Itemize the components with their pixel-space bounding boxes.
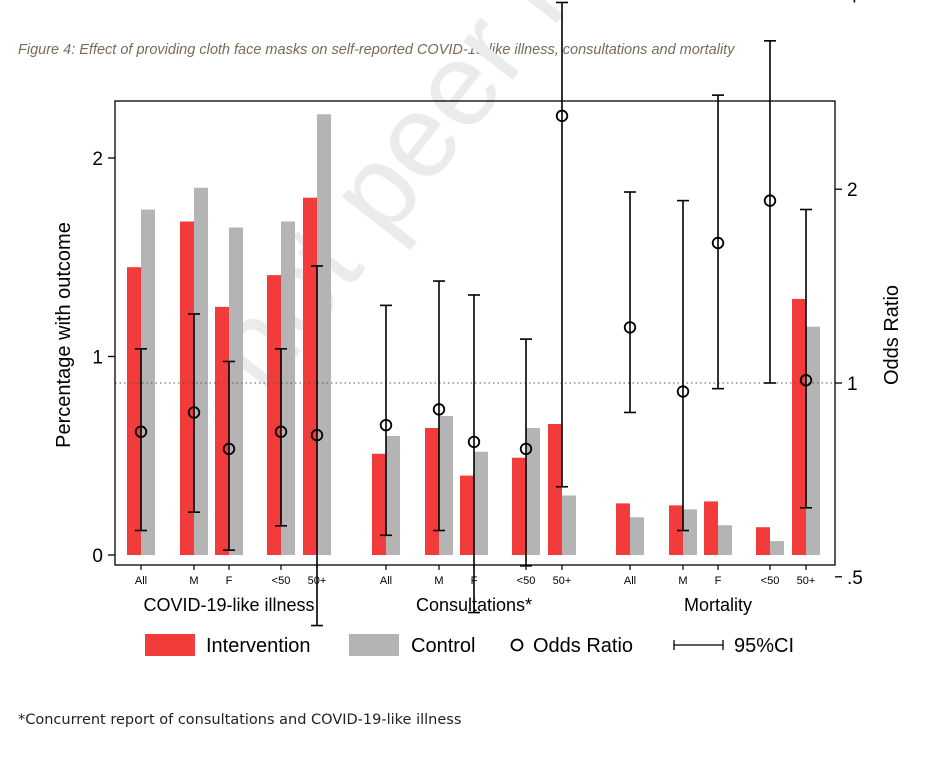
legend-label-ci: 95%CI [734, 635, 794, 657]
x-axis: All M F <50 50+ COVID-19-like illness All M F <50… [135, 565, 815, 615]
legend-label-control: Control [411, 635, 475, 657]
bar-intervention-0 [127, 267, 141, 555]
legend-swatch-intervention [145, 634, 195, 656]
bar-intervention-7 [460, 475, 474, 555]
x-tick-label-3: <50 [272, 575, 291, 587]
legend-swatch-control [349, 634, 399, 656]
legend: Intervention Control Odds Ratio 95%CI [145, 634, 794, 657]
x-tick-label-4: 50+ [308, 575, 327, 587]
x-tick-label-13: <50 [761, 575, 780, 587]
odds-ratio-point-9 [555, 109, 569, 123]
legend-marker-odds-ratio [510, 638, 524, 652]
bar-control-5 [386, 435, 400, 555]
x-tick-label-5: All [380, 575, 392, 587]
bar-control-12 [718, 525, 732, 555]
odds-ratio-point-0 [134, 425, 148, 438]
bar-control-7 [474, 451, 488, 555]
chart: 0 1 2 .5 1 2 4 All M F <50 50+ COVID-19-like illne… [53, 0, 903, 657]
y2-tick-label-2: 2 [847, 180, 858, 201]
group-label-2: Mortality [684, 595, 752, 615]
legend-label-odds-ratio: Odds Ratio [533, 635, 633, 657]
odds-ratio-point-10 [623, 321, 637, 334]
odds-ratio-point-14 [799, 374, 813, 387]
bar-control-8 [526, 427, 540, 555]
x-tick-label-8: <50 [517, 575, 536, 587]
bar-intervention-3 [267, 275, 281, 555]
odds-ratio-point-1 [187, 406, 201, 419]
y2-tick-label-3: 4 [847, 0, 858, 7]
bar-control-13 [770, 541, 784, 555]
y2-tick-label-1: 1 [847, 374, 858, 395]
y2-tick-label-0: .5 [847, 568, 863, 589]
bar-control-0 [141, 209, 155, 556]
x-tick-label-7: F [471, 575, 478, 587]
x-tick-label-6: M [434, 575, 443, 587]
bar-control-2 [229, 227, 243, 555]
bar-intervention-12 [704, 501, 718, 555]
odds-ratio-point-13 [763, 194, 777, 207]
right-y-axis: .5 1 2 4 [835, 0, 863, 589]
odds-ratio-point-8 [519, 442, 533, 456]
x-tick-label-11: M [678, 575, 687, 587]
figure-caption: Figure 4: Effect of providing cloth face… [18, 42, 735, 58]
bar-intervention-9 [548, 423, 562, 555]
odds-ratio-point-3 [274, 425, 288, 438]
legend-label-intervention: Intervention [206, 635, 311, 657]
bar-intervention-14 [792, 298, 806, 555]
group-label-1: Consultations* [416, 595, 532, 615]
y-tick-label-1: 1 [92, 348, 103, 369]
bar-intervention-11 [669, 505, 683, 555]
bar-intervention-2 [215, 306, 229, 555]
y-tick-label-0: 0 [92, 546, 103, 567]
x-tick-label-2: F [226, 575, 233, 587]
bar-control-6 [439, 416, 453, 555]
odds-ratio-layer [134, 1, 813, 627]
footnote: *Concurrent report of consultations and … [18, 712, 462, 728]
x-tick-label-0: All [135, 575, 147, 587]
bar-intervention-10 [616, 503, 630, 555]
odds-ratio-point-6 [432, 403, 446, 416]
y-tick-label-2: 2 [92, 149, 103, 170]
odds-ratio-point-12 [711, 236, 725, 250]
bar-control-14 [806, 326, 820, 555]
odds-ratio-point-5 [379, 418, 393, 432]
odds-ratio-point-7 [467, 435, 481, 449]
plot-frame [114, 100, 836, 566]
odds-ratio-point-4 [310, 428, 324, 442]
bar-intervention-1 [180, 221, 194, 555]
bar-intervention-4 [303, 197, 317, 555]
bar-control-11 [683, 509, 697, 555]
y-axis-title: Percentage with outcome [53, 222, 75, 448]
bar-control-1 [194, 187, 208, 555]
bar-control-9 [562, 495, 576, 555]
bar-intervention-6 [425, 427, 439, 555]
group-label-0: COVID-19-like illness [143, 595, 314, 615]
x-tick-label-9: 50+ [553, 575, 572, 587]
x-tick-label-12: F [715, 575, 722, 587]
x-tick-label-14: 50+ [797, 575, 816, 587]
odds-ratio-point-11 [676, 385, 690, 398]
y2-axis-title: Odds Ratio [881, 285, 903, 385]
odds-ratio-point-2 [222, 442, 236, 456]
bar-control-3 [281, 221, 295, 555]
bar-intervention-8 [512, 457, 526, 555]
x-tick-label-1: M [189, 575, 198, 587]
bar-intervention-5 [372, 453, 386, 555]
x-tick-label-10: All [624, 575, 636, 587]
bar-intervention-13 [756, 527, 770, 555]
left-y-axis: 0 1 2 [92, 149, 115, 567]
bar-control-4 [317, 114, 331, 555]
bar-control-10 [630, 517, 644, 555]
